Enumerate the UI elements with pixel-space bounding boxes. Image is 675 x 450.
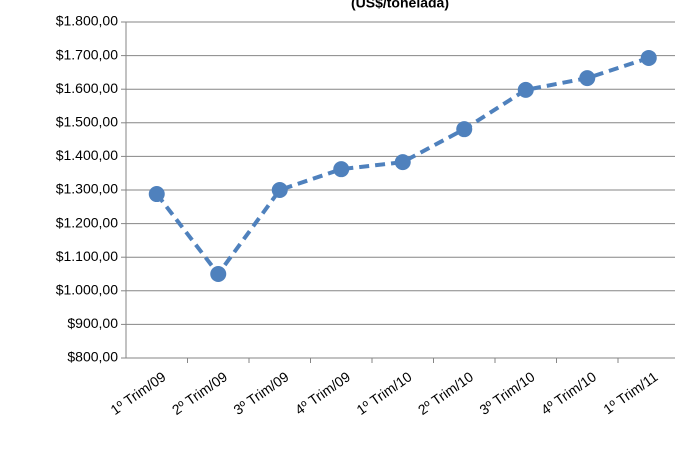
series-line [155,56,650,278]
y-tick-label: $1.500,00 [56,114,118,130]
x-tick-label: 4º Trim/10 [538,368,599,418]
y-tick-label: $1.800,00 [56,13,118,29]
x-tick-label: 1º Trim/10 [353,368,414,418]
y-tick-label: $900,00 [67,315,118,331]
chart-title: (US$/tonelada) [351,0,449,11]
point [210,266,227,282]
x-tick-label: 3º Trim/10 [476,368,537,418]
y-tick-label: $1.000,00 [56,282,118,298]
y-tick-label: $1.700,00 [56,46,118,62]
x-tick-label: 4º Trim/09 [292,368,353,418]
point [517,81,534,98]
y-tick-label: $1.300,00 [56,181,118,197]
point [579,70,596,87]
point [271,182,288,198]
point [148,186,165,203]
y-tick-label: $1.100,00 [56,248,118,264]
x-tick-label: 2º Trim/09 [169,368,230,418]
y-tick-label: $1.200,00 [56,214,118,230]
x-tick-label: 1º Trim/09 [107,368,168,418]
y-tick-label: $1.400,00 [56,147,118,163]
point [456,121,473,138]
x-tick-label: 3º Trim/09 [230,368,291,418]
x-tick-label: 1º Trim/11 [600,368,660,417]
point [333,161,350,178]
point [640,49,657,66]
y-tick-label: $1.600,00 [56,80,118,96]
y-tick-label: $800,00 [67,349,118,365]
point [394,154,411,171]
x-tick-label: 2º Trim/10 [415,368,476,418]
